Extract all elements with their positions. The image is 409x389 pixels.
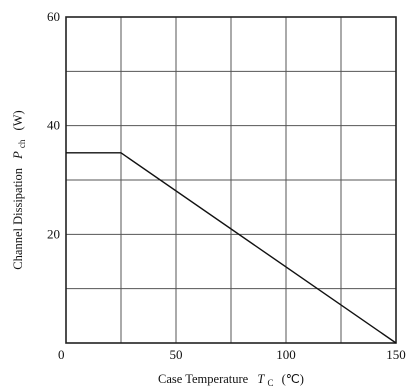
plot-frame bbox=[65, 16, 397, 344]
y-tick-label: 20 bbox=[47, 226, 60, 241]
y-axis-unit: (W) bbox=[11, 110, 25, 130]
series-group bbox=[66, 152, 397, 344]
x-tick-labels: 0 50 100 150 bbox=[58, 347, 406, 362]
x-axis-label-text: Case Temperature bbox=[158, 372, 249, 386]
x-axis-unit: (℃) bbox=[282, 372, 304, 386]
y-axis-label: Channel Dissipation P ch (W) bbox=[11, 110, 28, 269]
x-axis-subscript: C bbox=[267, 378, 273, 388]
x-tick-label: 150 bbox=[386, 347, 406, 362]
y-axis-label-text: Channel Dissipation bbox=[11, 167, 25, 269]
y-tick-label: 60 bbox=[47, 9, 60, 24]
y-axis-symbol: P bbox=[11, 151, 25, 160]
y-axis-subscript: ch bbox=[17, 139, 27, 148]
x-tick-label: 100 bbox=[276, 347, 296, 362]
y-tick-labels: 20 40 60 bbox=[47, 9, 60, 241]
x-axis-label: Case Temperature T C (℃) bbox=[158, 372, 304, 389]
y-tick-label: 40 bbox=[47, 118, 60, 133]
grid-lines bbox=[66, 17, 396, 343]
x-axis-symbol: T bbox=[257, 372, 265, 386]
x-tick-label: 50 bbox=[170, 347, 183, 362]
series-line bbox=[66, 152, 397, 344]
x-tick-label: 0 bbox=[58, 347, 65, 362]
